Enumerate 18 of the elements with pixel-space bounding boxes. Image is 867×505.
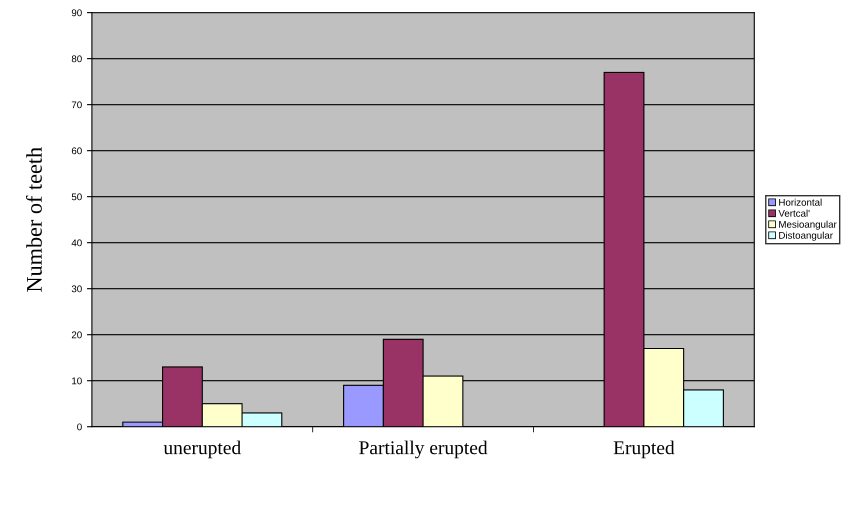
y-tick-label: 90 (72, 9, 82, 16)
y-tick-label: 40 (72, 239, 82, 246)
legend-label: Distoangular (779, 232, 833, 241)
y-tick-label: 50 (72, 193, 82, 200)
x-tick-label: Erupted (614, 440, 674, 458)
y-axis-title: Number of teeth (26, 147, 42, 292)
legend-label: Horizontal (779, 198, 822, 206)
y-tick-label: 20 (72, 331, 82, 338)
legend-label: Mesioangular (779, 220, 837, 230)
y-tick-label: 30 (72, 285, 82, 292)
y-tick-label: 60 (72, 147, 82, 154)
x-tick-label: unerupted (164, 440, 241, 458)
x-tick-label: Partially erupted (359, 440, 488, 458)
y-tick-label: 80 (72, 55, 82, 62)
y-tick-label: 0 (77, 423, 82, 430)
y-tick-label: 10 (72, 377, 82, 384)
legend-label: Vertcal' (778, 210, 810, 217)
y-tick-label: 70 (72, 101, 82, 108)
